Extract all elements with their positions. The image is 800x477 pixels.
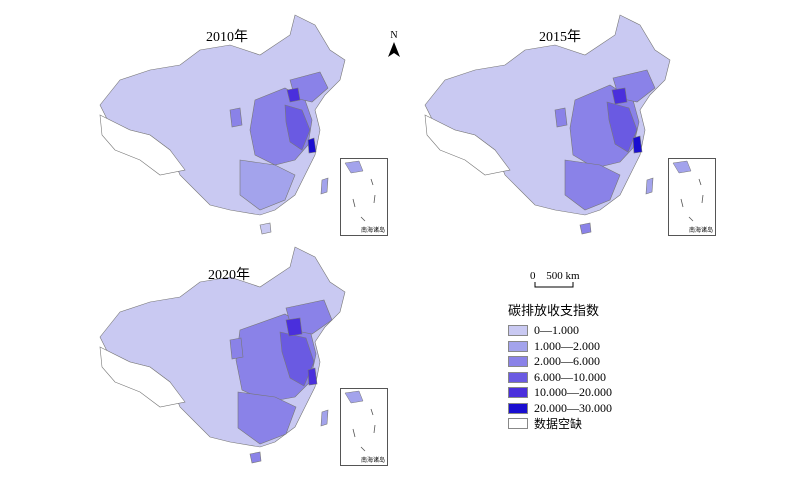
- region-ningxia: [554, 107, 568, 128]
- legend-item: 10.000—20.000: [508, 385, 612, 401]
- legend-item: 20.000—30.000: [508, 401, 612, 417]
- region-hainan: [259, 222, 272, 235]
- scale-zero: 0: [530, 270, 536, 282]
- legend-item: 数据空缺: [508, 416, 612, 432]
- scale-value: 500 km: [546, 270, 580, 282]
- legend-title: 碳排放收支指数: [508, 304, 600, 319]
- year-label-2010: 2010年: [206, 30, 248, 45]
- legend-label: 6.000—10.000: [534, 369, 606, 384]
- scale-line: [534, 282, 574, 288]
- region-hot-1: [286, 87, 301, 103]
- legend-swatch: [508, 325, 528, 337]
- inset-caption-2015: 南海诸岛: [688, 227, 713, 234]
- legend-label: 2.000—6.000: [534, 354, 600, 369]
- legend-item: 6.000—10.000: [508, 370, 612, 386]
- region-east: [279, 331, 315, 387]
- region-hot-2: [632, 135, 643, 154]
- region-taiwan: [645, 177, 654, 195]
- region-south: [564, 159, 621, 211]
- region-hainan: [579, 222, 592, 235]
- north-arrow-icon: [388, 42, 400, 57]
- inset-map-2020: [344, 390, 376, 452]
- legend-swatch: [508, 402, 528, 414]
- legend-swatch: [508, 340, 528, 352]
- legend-label: 10.000—20.000: [534, 385, 612, 400]
- north-label: N: [390, 30, 398, 41]
- scale-bar: 0 500 km: [530, 270, 580, 288]
- legend-label: 数据空缺: [534, 417, 583, 432]
- legend-items: 0—1.000 1.000—2.000 2.000—6.000 6.000—10.00…: [508, 323, 612, 432]
- region-hot-1: [285, 317, 303, 337]
- region-taiwan: [320, 409, 329, 427]
- region-ningxia: [229, 107, 243, 128]
- south-china-sea-inset-2010: 南海诸岛: [340, 158, 388, 236]
- region-xizang: [424, 114, 511, 176]
- region-hot-2: [307, 137, 317, 154]
- china-map-2015: [424, 14, 671, 235]
- legend-swatch: [508, 418, 528, 430]
- region-ningxia: [229, 337, 244, 360]
- inset-map-2010: [344, 160, 376, 222]
- inset-map-2015: [672, 160, 704, 222]
- legend-item: 1.000—2.000: [508, 339, 612, 355]
- china-map-2010: [99, 14, 346, 235]
- legend-item: 2.000—6.000: [508, 354, 612, 370]
- south-china-sea-inset-2015: 南海诸岛: [668, 158, 716, 236]
- region-xizang: [99, 114, 186, 176]
- map-panel-2015: 2015年: [415, 10, 715, 240]
- region-hainan: [249, 451, 262, 464]
- legend-swatch: [508, 356, 528, 368]
- legend-label: 0—1.000: [534, 323, 579, 338]
- china-map-2020: [99, 246, 346, 464]
- legend-label: 20.000—30.000: [534, 400, 612, 415]
- inset-caption-2010: 南海诸岛: [360, 227, 385, 234]
- north-arrow: N: [386, 30, 402, 60]
- legend: 碳排放收支指数 0—1.000 1.000—2.000 2.000—6.000 6.0…: [508, 300, 612, 432]
- region-hot-1: [611, 87, 628, 105]
- region-hot-2: [307, 367, 318, 386]
- legend-item: 0—1.000: [508, 323, 612, 339]
- map-panel-2010: 2010年: [90, 10, 425, 240]
- region-east: [284, 104, 311, 151]
- legend-swatch: [508, 387, 528, 399]
- inset-caption-2020: 南海诸岛: [360, 457, 385, 464]
- year-label-2020: 2020年: [208, 268, 250, 283]
- legend-label: 1.000—2.000: [534, 338, 600, 353]
- south-china-sea-inset-2020: 南海诸岛: [340, 388, 388, 466]
- map-panel-2020: 2020年: [90, 242, 425, 472]
- region-east: [606, 101, 638, 153]
- year-label-2015: 2015年: [539, 30, 581, 45]
- legend-swatch: [508, 371, 528, 383]
- region-taiwan: [320, 177, 329, 195]
- region-south: [237, 391, 297, 445]
- region-south: [239, 159, 296, 211]
- region-xizang: [99, 346, 186, 408]
